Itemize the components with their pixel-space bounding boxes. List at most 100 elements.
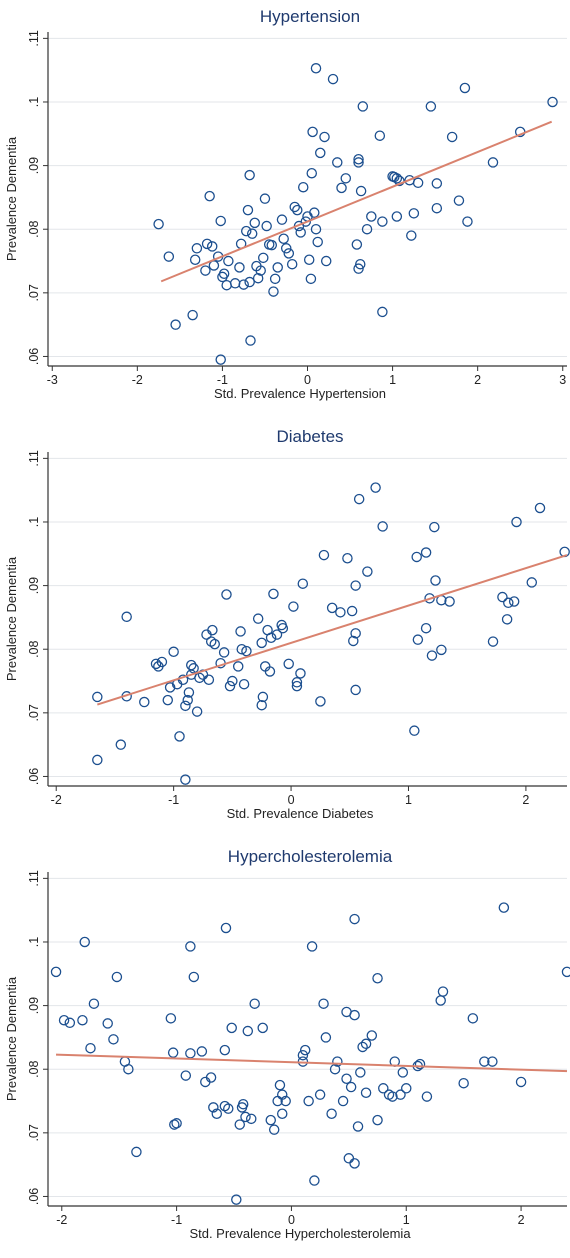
data-point	[276, 214, 288, 225]
data-point	[297, 578, 309, 589]
data-point	[345, 1081, 357, 1093]
data-point	[276, 1108, 288, 1120]
data-point	[111, 971, 123, 983]
data-point	[269, 273, 281, 285]
data-point	[249, 217, 260, 229]
data-point	[291, 680, 303, 692]
data-point	[249, 998, 260, 1009]
data-point	[487, 636, 499, 647]
data-point	[185, 941, 196, 952]
data-point	[306, 167, 318, 179]
data-point	[305, 273, 317, 285]
x-axis-label: Std. Prevalence Hypercholesterolemia	[189, 1226, 411, 1241]
data-point	[332, 1056, 343, 1067]
data-point	[534, 502, 546, 514]
data-point	[223, 1103, 234, 1114]
data-point	[349, 1009, 360, 1021]
y-tick-label: .11	[27, 30, 41, 46]
data-point	[277, 622, 289, 634]
data-point	[241, 645, 252, 657]
data-point	[526, 577, 538, 588]
data-point	[467, 1013, 479, 1024]
fit-line	[56, 1053, 568, 1073]
data-point	[411, 551, 422, 563]
data-point	[189, 254, 201, 266]
data-point	[361, 223, 373, 235]
data-point	[131, 1146, 142, 1158]
data-point	[348, 635, 359, 647]
x-tick-label: 0	[288, 1213, 295, 1227]
data-point	[266, 239, 278, 251]
data-point	[414, 1058, 426, 1070]
x-tick-label: 1	[389, 373, 396, 387]
data-point	[258, 252, 269, 264]
data-point	[215, 215, 226, 227]
data-point	[307, 126, 318, 138]
y-tick-label: .09	[27, 997, 41, 1014]
data-point	[497, 591, 508, 603]
y-tick-label: .08	[27, 1060, 41, 1077]
data-point	[459, 82, 471, 94]
data-point	[211, 1108, 223, 1120]
x-axis-label: Std. Prevalence Diabetes	[227, 806, 374, 821]
data-point	[297, 181, 309, 193]
x-tick-label: -1	[171, 1213, 182, 1227]
y-tick-label: .06	[27, 1188, 41, 1205]
data-point	[163, 251, 175, 262]
data-point	[349, 1158, 360, 1169]
data-point	[430, 575, 441, 586]
data-point	[191, 706, 203, 717]
data-point	[182, 694, 193, 706]
data-point	[391, 211, 403, 222]
data-point	[421, 1091, 433, 1102]
data-point	[370, 482, 381, 493]
data-point	[326, 602, 338, 614]
x-tick-label: -2	[51, 793, 62, 807]
y-tick-label: .07	[27, 284, 41, 301]
data-point	[221, 279, 232, 291]
data-point	[508, 596, 520, 607]
data-point	[268, 1124, 280, 1135]
y-tick-label: .1	[27, 517, 41, 527]
data-point	[191, 243, 203, 254]
data-point	[498, 902, 510, 913]
data-point	[165, 1013, 177, 1024]
data-point	[360, 1087, 372, 1099]
data-point	[264, 666, 276, 677]
data-point	[319, 131, 330, 143]
data-point	[226, 1022, 237, 1034]
data-point	[314, 1089, 326, 1100]
data-point	[429, 521, 440, 533]
data-point	[366, 1030, 378, 1041]
hypertension-chart: Hypertension .06 .07 .08 .09 .1 .11 -3 -2 -1 0 1 2 3 S…	[4, 7, 567, 401]
data-point	[318, 549, 330, 561]
y-axis-label: Prevalence Dementia	[4, 556, 19, 681]
data-point	[412, 634, 424, 645]
data-point	[153, 218, 164, 230]
data-point	[357, 1041, 368, 1053]
data-point	[547, 96, 558, 108]
x-tick-label: -1	[217, 373, 228, 387]
data-point	[85, 1042, 96, 1054]
data-point	[232, 661, 244, 672]
data-point	[420, 547, 432, 558]
data-point	[343, 1153, 355, 1164]
data-point	[391, 173, 403, 184]
data-point	[156, 656, 168, 668]
data-point	[237, 1098, 249, 1110]
data-point	[425, 101, 437, 112]
x-axis-label: Std. Prevalence Hypertension	[214, 386, 386, 401]
data-point	[188, 971, 200, 983]
data-point	[295, 227, 306, 238]
data-point	[265, 632, 277, 644]
data-point	[561, 966, 570, 978]
x-tick-label: 3	[559, 373, 566, 387]
data-point	[346, 605, 358, 617]
data-point	[288, 601, 299, 612]
data-point	[259, 193, 271, 204]
data-point	[245, 1113, 257, 1125]
data-point	[374, 130, 386, 141]
data-point	[206, 241, 218, 252]
data-point	[171, 1118, 182, 1129]
data-point	[349, 913, 360, 925]
